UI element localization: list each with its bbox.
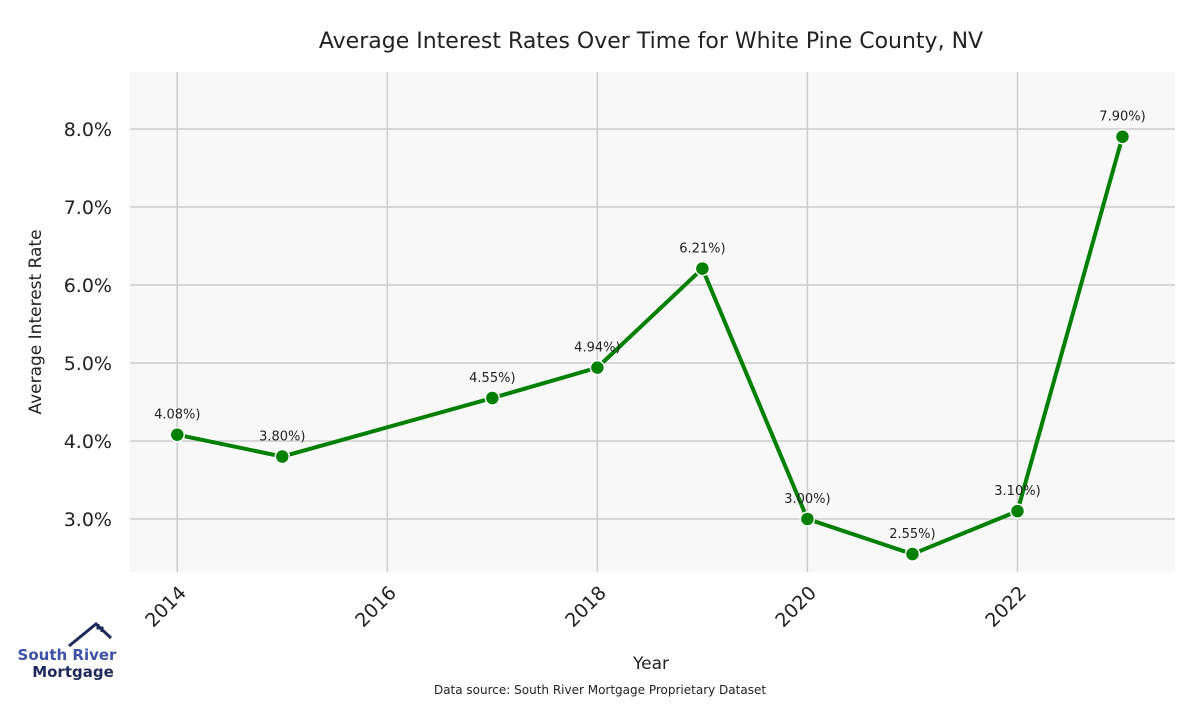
data-point xyxy=(274,448,291,465)
grid xyxy=(130,72,1175,572)
data-point xyxy=(799,511,816,527)
data-label: 7.90%) xyxy=(1099,110,1145,125)
y-tick-label: 3.0% xyxy=(64,509,112,531)
data-label: 3.80%) xyxy=(259,430,305,445)
chart-title: Average Interest Rates Over Time for Whi… xyxy=(319,29,983,54)
data-labels: 4.08%) 3.80%) 4.55%) 4.94%) 6.21%) 3.00%) 2.55… xyxy=(154,110,1146,542)
y-tick-label: 4.0% xyxy=(64,431,112,453)
x-axis-ticks: 2014 2016 2018 2020 2022 xyxy=(141,582,1031,632)
y-tick-label: 6.0% xyxy=(64,275,112,297)
data-point xyxy=(694,260,711,277)
series-line xyxy=(169,128,1131,562)
data-point xyxy=(1114,128,1131,145)
x-tick-label: 2016 xyxy=(351,582,401,632)
data-label: 2.55%) xyxy=(889,527,935,542)
x-tick-label: 2014 xyxy=(141,582,191,632)
y-tick-label: 7.0% xyxy=(64,197,112,219)
data-label: 4.55%) xyxy=(469,371,515,386)
data-point xyxy=(589,359,606,376)
y-tick-label: 8.0% xyxy=(64,119,112,141)
data-label: 4.08%) xyxy=(154,408,200,423)
logo: South River Mortgage xyxy=(18,622,118,681)
data-point xyxy=(484,390,501,406)
data-label: 3.00%) xyxy=(784,492,830,507)
x-tick-label: 2018 xyxy=(561,582,611,632)
data-source: Data source: South River Mortgage Propri… xyxy=(434,683,766,697)
data-point xyxy=(904,546,921,562)
y-axis-label: Average Interest Rate xyxy=(26,229,46,414)
logo-line2: Mortgage xyxy=(32,663,114,681)
y-axis-ticks: 3.0% 4.0% 5.0% 6.0% 7.0% 8.0% xyxy=(64,119,112,531)
data-point xyxy=(169,426,186,443)
x-axis-label: Year xyxy=(632,654,669,674)
x-tick-label: 2022 xyxy=(981,582,1031,632)
y-tick-label: 5.0% xyxy=(64,353,112,375)
data-label: 3.10%) xyxy=(994,484,1040,499)
data-point xyxy=(1009,503,1026,519)
data-label: 4.94%) xyxy=(574,341,620,356)
house-icon xyxy=(68,622,113,648)
x-tick-label: 2020 xyxy=(771,582,821,632)
data-label: 6.21%) xyxy=(679,242,725,257)
plot-background xyxy=(130,72,1175,572)
logo-line1: South River xyxy=(18,646,118,664)
